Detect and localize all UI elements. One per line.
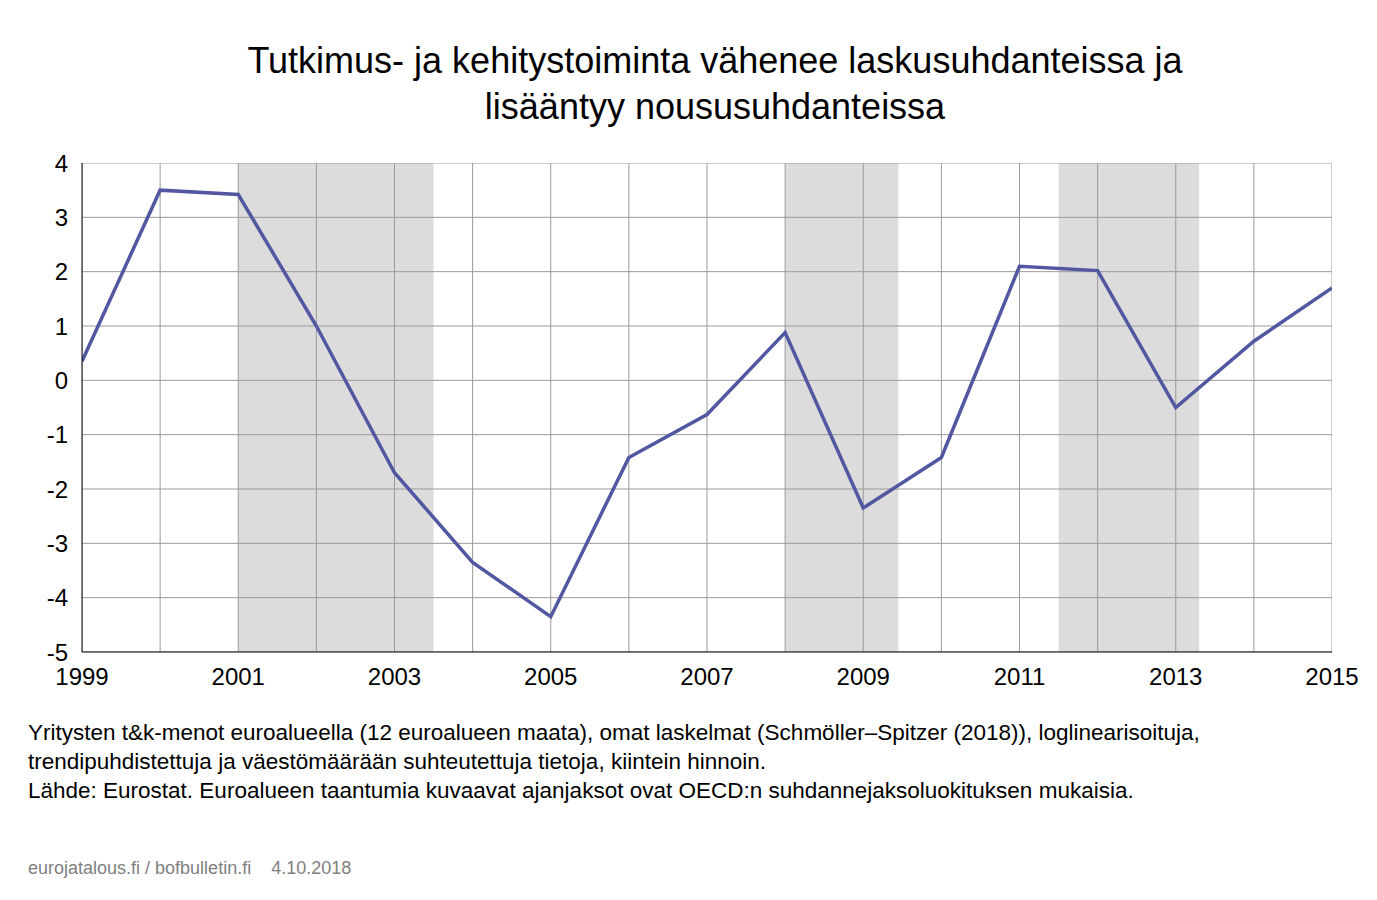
html-text:Yritysten t&k-menot euroalueel: Yritysten t&k-menot euroalueella (12 eur… [28,720,1200,774]
svg-text:2: 2 [55,258,68,285]
svg-text:1: 1 [55,313,68,340]
html-text:eurojatalous.fi / bofbulletin.: eurojatalous.fi / bofbulletin.fi 4.10.20… [28,858,352,878]
svg-text:2013: 2013 [1149,663,1202,690]
svg-text:2015: 2015 [1305,663,1358,690]
html-text:Lähde: Eurostat. Euroalueen ta: Lähde: Eurostat. Euroalueen taantumia ku… [28,778,1134,803]
svg-text:2001: 2001 [212,663,265,690]
svg-text:3: 3 [55,204,68,231]
svg-text:2005: 2005 [524,663,577,690]
html-text:Tutkimus- ja kehitystoiminta v: Tutkimus- ja kehitystoiminta vähenee las… [247,40,1183,127]
svg-text:4: 4 [55,150,68,177]
svg-text:1999: 1999 [55,663,108,690]
svg-text:2009: 2009 [837,663,890,690]
svg-text:-3: -3 [47,530,68,557]
svg-text:-1: -1 [47,421,68,448]
svg-text:-5: -5 [47,639,68,666]
svg-text:2007: 2007 [680,663,733,690]
svg-text:-2: -2 [47,476,68,503]
svg-text:2003: 2003 [368,663,421,690]
svg-text:2011: 2011 [994,663,1046,690]
svg-text:-4: -4 [47,584,68,611]
svg-text:0: 0 [55,367,68,394]
